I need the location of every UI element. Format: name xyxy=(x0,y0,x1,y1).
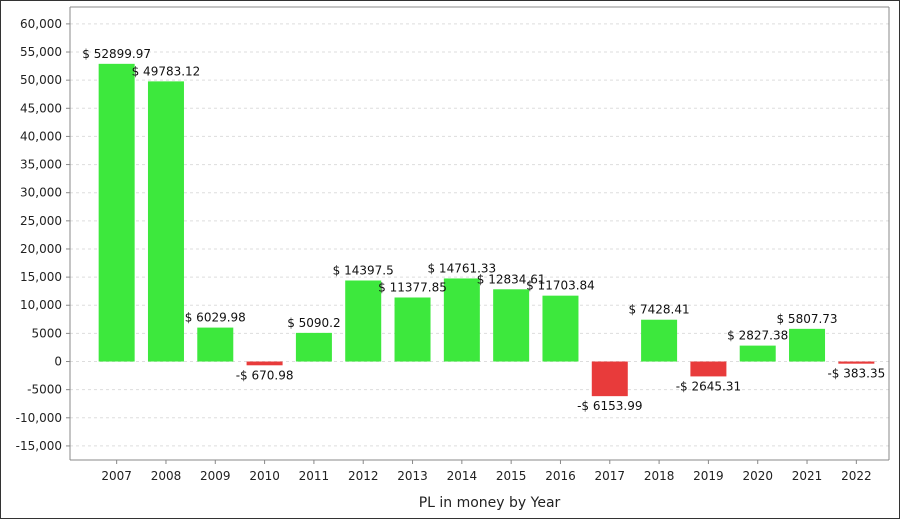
x-tick-label: 2017 xyxy=(595,469,626,483)
x-tick-label: 2021 xyxy=(792,469,823,483)
bar-2020 xyxy=(739,345,776,362)
bar-2016 xyxy=(542,295,579,362)
bar-2009 xyxy=(197,327,234,362)
x-tick-label: 2012 xyxy=(348,469,379,483)
x-tick-label: 2018 xyxy=(644,469,675,483)
bar-2014 xyxy=(443,278,480,362)
bar-2021 xyxy=(789,328,826,362)
y-tick-label: 5000 xyxy=(31,326,62,340)
grid-lines xyxy=(70,23,889,447)
data-label-2021: $ 5807.73 xyxy=(776,312,837,326)
data-label-2012: $ 14397.5 xyxy=(333,264,394,278)
x-tick-label: 2008 xyxy=(151,469,182,483)
y-tick-label: 10,000 xyxy=(20,298,62,312)
x-axis-title: PL in money by Year xyxy=(419,495,561,511)
x-tick-label: 2011 xyxy=(299,469,330,483)
bar-2010 xyxy=(246,361,283,366)
bar-2007 xyxy=(98,63,135,362)
x-tick-label: 2022 xyxy=(841,469,872,483)
data-label-2016: $ 11703.84 xyxy=(526,279,595,293)
x-tick-label: 2020 xyxy=(742,469,773,483)
x-tick-label: 2014 xyxy=(447,469,478,483)
data-label-2013: $ 11377.85 xyxy=(378,280,447,294)
x-axis-ticks: 2007 2008 2009 2010 2011 2012 2013 2014 2015 2016… xyxy=(101,460,872,483)
bar-2015 xyxy=(493,289,530,362)
data-label-2011: $ 5090.2 xyxy=(287,316,340,330)
data-label-2020: $ 2827.38 xyxy=(727,329,788,343)
data-label-2009: $ 6029.98 xyxy=(185,311,246,325)
x-tick-label: 2007 xyxy=(101,469,132,483)
x-tick-label: 2010 xyxy=(249,469,280,483)
y-tick-label: -15,000 xyxy=(16,439,62,453)
y-tick-label: 45,000 xyxy=(20,101,62,115)
bar-2018 xyxy=(641,319,678,362)
data-label-2015: $ 12834.61 xyxy=(477,272,546,286)
data-label-2007: $ 52899.97 xyxy=(82,47,151,61)
data-label-2017: -$ 6153.99 xyxy=(577,399,642,413)
data-label-2022: -$ 383.35 xyxy=(827,367,885,381)
bar-2011 xyxy=(295,332,332,362)
data-label-2018: $ 7428.41 xyxy=(629,303,690,317)
x-tick-label: 2019 xyxy=(693,469,724,483)
x-tick-label: 2009 xyxy=(200,469,231,483)
data-label-2014: $ 14761.33 xyxy=(427,261,496,275)
bar-2008 xyxy=(147,81,184,362)
x-tick-label: 2015 xyxy=(496,469,527,483)
bar-2022 xyxy=(838,361,875,364)
y-tick-label: 30,000 xyxy=(20,186,62,200)
y-tick-label: -5000 xyxy=(27,383,62,397)
y-tick-label: 40,000 xyxy=(20,129,62,143)
y-tick-label: 50,000 xyxy=(20,73,62,87)
x-tick-label: 2016 xyxy=(545,469,576,483)
y-tick-label: 55,000 xyxy=(20,45,62,59)
y-tick-label: 15,000 xyxy=(20,270,62,284)
bar-2012 xyxy=(345,280,382,362)
y-tick-label: 20,000 xyxy=(20,242,62,256)
bar-2017 xyxy=(591,361,628,397)
data-label-2008: $ 49783.12 xyxy=(132,64,201,78)
y-tick-label: 60,000 xyxy=(20,17,62,31)
bar-2019 xyxy=(690,361,727,377)
y-tick-label: 35,000 xyxy=(20,158,62,172)
data-label-2010: -$ 670.98 xyxy=(236,368,294,382)
y-axis-ticks: 60,000 55,000 50,000 45,000 40,000 35,000 30,0… xyxy=(16,17,70,453)
data-label-2019: -$ 2645.31 xyxy=(676,379,741,393)
y-tick-label: 0 xyxy=(54,355,62,369)
bar-2013 xyxy=(394,297,431,362)
bars xyxy=(98,63,875,397)
y-tick-label: -10,000 xyxy=(16,411,62,425)
data-labels: $ 52899.97 $ 49783.12 $ 6029.98 -$ 670.98 $ … xyxy=(82,47,885,413)
y-tick-label: 25,000 xyxy=(20,214,62,228)
x-tick-label: 2013 xyxy=(397,469,428,483)
